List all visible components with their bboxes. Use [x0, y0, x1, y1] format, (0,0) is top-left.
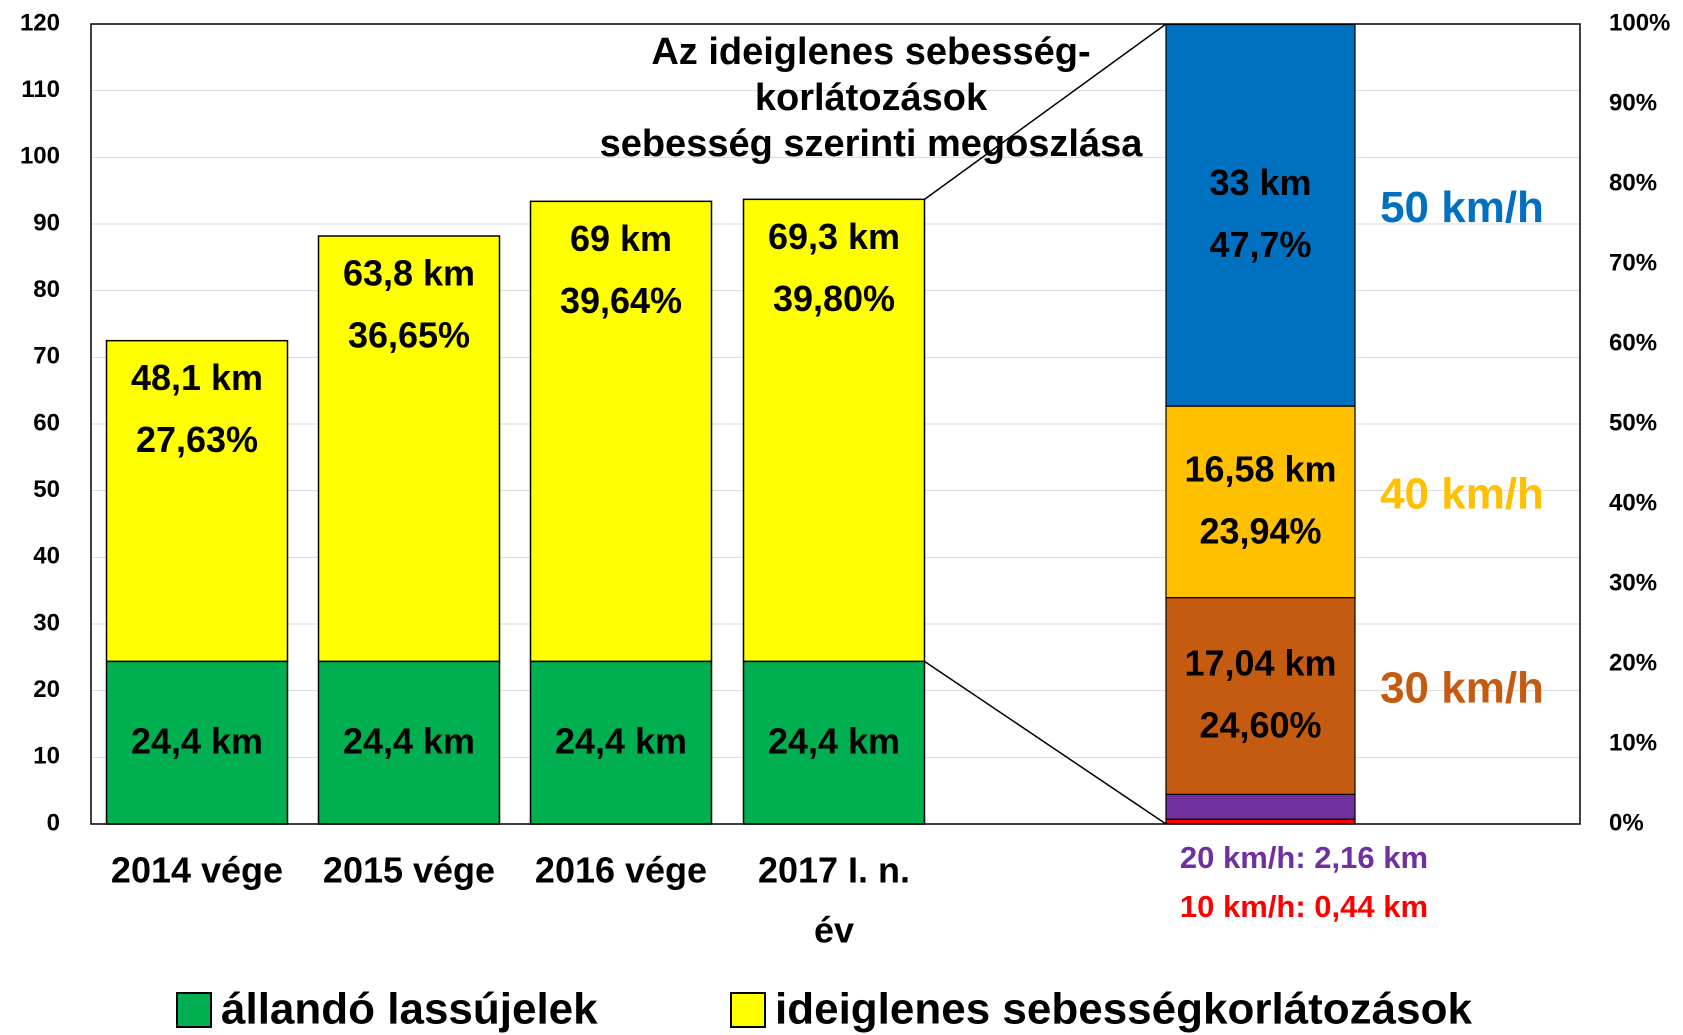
y-tick-label: 120	[20, 9, 60, 36]
km-label: 33 km	[1209, 162, 1311, 203]
y2-tick-label: 90%	[1609, 89, 1657, 116]
bar-segment	[1165, 23, 1356, 407]
y-tick-label: 110	[21, 76, 60, 103]
bar-segment	[317, 235, 501, 663]
legend-swatch	[730, 992, 766, 1028]
y-tick-label: 100	[20, 143, 60, 170]
y-tick-label: 70	[33, 343, 60, 370]
value-label: 47,7%	[1209, 224, 1311, 265]
x-axis-label: év	[814, 910, 854, 951]
connector	[924, 23, 1167, 200]
x-tick-label: 2014 vége	[111, 850, 283, 891]
y-tick-label: 40	[33, 543, 60, 570]
y-tick-label: 30	[33, 609, 60, 636]
value-label: 63,8 km	[343, 253, 475, 294]
bar-segment	[742, 198, 926, 663]
share-label: 39,80%	[773, 278, 895, 319]
y-tick-label: 50	[33, 476, 60, 503]
connector	[924, 660, 1167, 825]
segment-annotation: 20 km/h: 2,16 km	[1180, 840, 1428, 875]
km-label: 16,58 km	[1184, 448, 1336, 489]
share-label: 39,64%	[560, 280, 682, 321]
value-label: 24,4 km	[131, 721, 263, 762]
segment-name: 50 km/h	[1380, 183, 1544, 232]
bar-segment	[529, 660, 713, 825]
y2-tick-label: 0%	[1609, 809, 1644, 836]
value-label: 69 km	[570, 218, 672, 259]
y2-tick-label: 70%	[1609, 249, 1657, 276]
y-tick-label: 10	[33, 743, 60, 770]
bar-segment	[105, 339, 289, 663]
km-label: 17,04 km	[1184, 643, 1336, 684]
value-label: 23,94%	[1199, 510, 1321, 551]
y2-tick-label: 30%	[1609, 569, 1657, 596]
bar-segment	[1165, 405, 1356, 599]
y-tick-label: 90	[33, 209, 60, 236]
value-label: 24,4 km	[768, 721, 900, 762]
x-tick-label: 2016 vége	[535, 850, 707, 891]
y-tick-label: 0	[47, 809, 60, 836]
legend-label: ideiglenes sebességkorlátozások	[775, 985, 1473, 1034]
y2-tick-label: 10%	[1609, 729, 1657, 756]
bar-segment	[742, 660, 926, 825]
y2-tick-label: 40%	[1609, 489, 1657, 516]
y-tick-label: 80	[33, 276, 60, 303]
legend-swatch	[176, 992, 212, 1028]
share-label: 36,65%	[348, 315, 470, 356]
y-tick-label: 60	[33, 409, 60, 436]
bar-segment	[1165, 596, 1356, 795]
y2-tick-label: 60%	[1609, 329, 1657, 356]
segment-name: 30 km/h	[1380, 664, 1544, 713]
y-tick-label: 20	[33, 676, 60, 703]
bar-segment	[1165, 818, 1356, 825]
value-label: 24,4 km	[343, 721, 475, 762]
bar-segment	[317, 660, 501, 825]
value-label: 69,3 km	[768, 216, 900, 257]
bar-segment	[529, 200, 713, 663]
y2-tick-label: 50%	[1609, 409, 1657, 436]
value-label: 24,60%	[1199, 705, 1321, 746]
y2-tick-label: 20%	[1609, 649, 1657, 676]
y2-tick-label: 80%	[1609, 169, 1657, 196]
x-tick-label: 2017 I. n.	[758, 850, 910, 891]
x-tick-label: 2015 vége	[323, 850, 495, 891]
legend-label: állandó lassújelek	[221, 985, 598, 1034]
chart-title: sebesség szerinti megoszlása	[600, 123, 1144, 165]
chart-title: korlátozások	[755, 77, 988, 119]
value-label: 48,1 km	[131, 357, 263, 398]
segment-annotation: 10 km/h: 0,44 km	[1180, 889, 1428, 924]
y2-tick-label: 100%	[1609, 9, 1670, 36]
segment-name: 40 km/h	[1380, 469, 1544, 518]
chart-title: Az ideiglenes sebesség-	[651, 31, 1090, 73]
bar-segment	[1165, 793, 1356, 820]
bar-segment	[105, 660, 289, 825]
share-label: 27,63%	[136, 419, 258, 460]
value-label: 24,4 km	[555, 721, 687, 762]
